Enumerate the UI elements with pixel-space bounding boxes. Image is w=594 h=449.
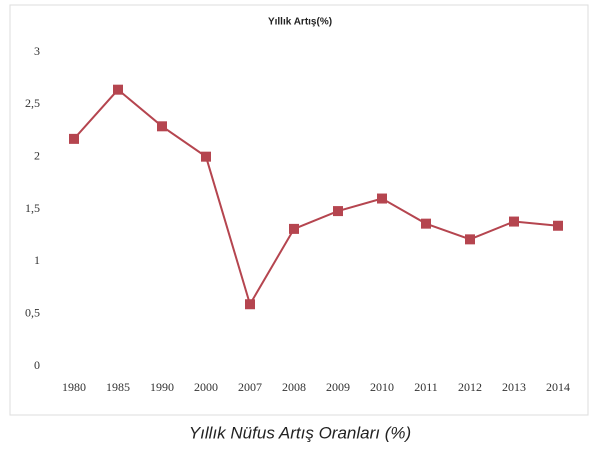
point-marker	[465, 234, 475, 245]
x-tick-label: 1990	[150, 380, 174, 394]
caption: Yıllık Nüfus Artış Oranları (%)	[189, 423, 411, 442]
x-tick-label: 2009	[326, 380, 350, 394]
y-tick-label: 2,5	[25, 96, 40, 110]
point-marker	[201, 151, 211, 162]
point-marker	[553, 220, 563, 231]
y-tick-label: 0	[34, 358, 40, 372]
point-marker	[377, 193, 387, 204]
y-tick-label: 1,5	[25, 201, 40, 215]
x-tick-label: 2012	[458, 380, 482, 394]
x-tick-label: 2000	[194, 380, 218, 394]
point-marker	[421, 218, 431, 229]
y-tick-label: 1	[34, 253, 40, 267]
x-tick-label: 2013	[502, 380, 526, 394]
x-tick-label: 2007	[238, 380, 262, 394]
x-tick-label: 2011	[414, 380, 438, 394]
point-marker	[113, 84, 123, 95]
x-tick-label: 2008	[282, 380, 306, 394]
x-tick-label: 2014	[546, 380, 570, 394]
y-tick-label: 3	[34, 44, 40, 58]
x-tick-label: 2010	[370, 380, 394, 394]
point-marker	[333, 206, 343, 217]
chart-title: Yıllık Artış(%)	[268, 17, 332, 28]
point-marker	[157, 121, 167, 132]
chart-border	[9, 4, 589, 416]
point-marker	[245, 299, 255, 310]
series-line	[73, 88, 559, 307]
x-tick-label: 1985	[106, 380, 130, 394]
y-tick-label: 0,5	[25, 305, 40, 319]
point-marker	[509, 216, 519, 227]
y-tick-label: 2	[34, 148, 40, 162]
point-marker	[289, 223, 299, 234]
x-tick-label: 1980	[62, 380, 86, 394]
point-marker	[69, 133, 79, 144]
